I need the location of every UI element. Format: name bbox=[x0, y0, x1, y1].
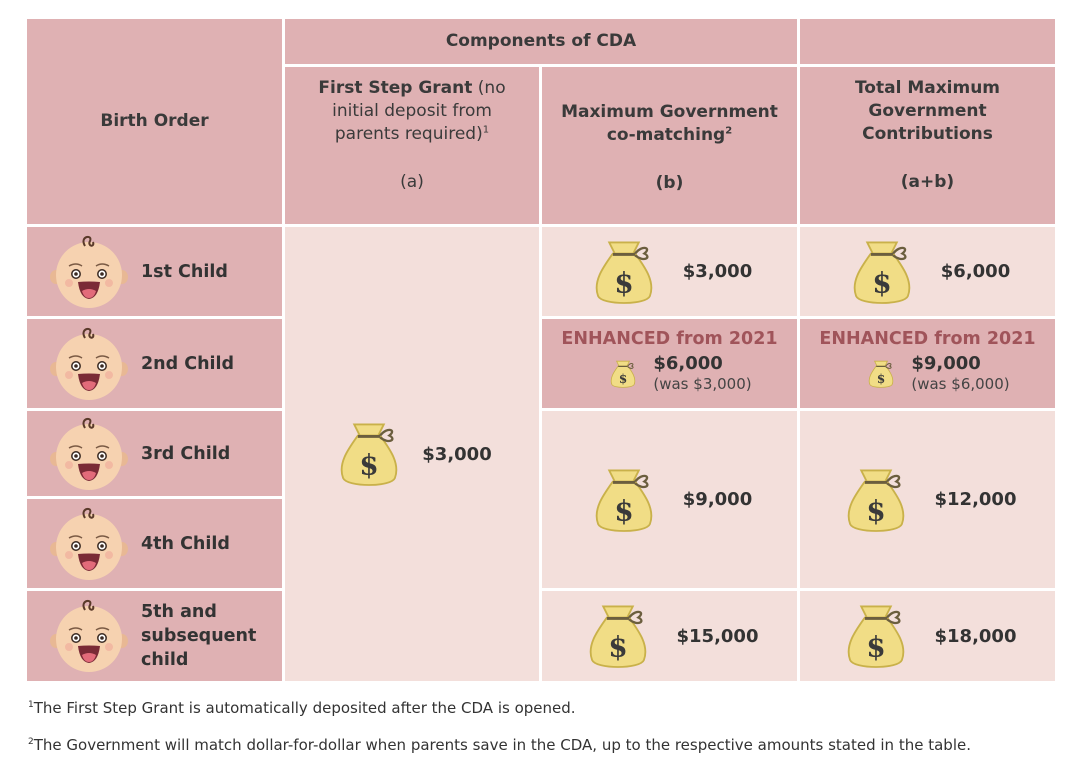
total-amount: $6,000 bbox=[940, 261, 1011, 282]
total-amount: $18,000 bbox=[934, 625, 1017, 647]
birth-order-header: Birth Order bbox=[27, 19, 282, 224]
total-3rd-4th: $12,000 bbox=[800, 411, 1055, 588]
money-bag-small-icon bbox=[865, 358, 897, 390]
total-1st: $6,000 bbox=[800, 227, 1055, 316]
first-step-grant-header: First Step Grant (no initial deposit fro… bbox=[285, 67, 539, 224]
child-label: 4th Child bbox=[141, 533, 230, 554]
baby-face-icon bbox=[49, 504, 129, 584]
money-bag-icon bbox=[332, 417, 406, 491]
co-matching-amount: $9,000 bbox=[682, 489, 753, 510]
previous-amount: (was $3,000) bbox=[653, 375, 752, 393]
co-matching-3rd-4th: $9,000 bbox=[542, 411, 797, 588]
first-step-grant-amount: $3,000 bbox=[422, 443, 492, 465]
child-label: 5th and subsequent child bbox=[141, 602, 257, 670]
total-amount: $9,000 bbox=[911, 353, 981, 374]
birth-order-label: Birth Order bbox=[100, 111, 209, 131]
row-5th-child: 5th and subsequent child bbox=[27, 591, 282, 681]
total-contributions-title: Total Maximum Government Contributions bbox=[854, 78, 1001, 144]
child-label: 3rd Child bbox=[141, 443, 231, 464]
baby-face-icon bbox=[49, 324, 129, 404]
co-matching-2nd: ENHANCED from 2021 $6,000 (was $3,000) bbox=[542, 319, 797, 408]
money-bag-small-icon bbox=[607, 358, 639, 390]
co-matching-amount: $3,000 bbox=[682, 261, 753, 282]
co-matching-title: Maximum Government co-matching2 bbox=[561, 102, 778, 145]
first-step-grant-title: First Step Grant (no initial deposit fro… bbox=[318, 78, 506, 144]
money-bag-icon bbox=[845, 235, 919, 309]
row-3rd-child: 3rd Child bbox=[27, 411, 282, 496]
col-a-key: (a) bbox=[400, 172, 424, 192]
empty-header-cell bbox=[800, 19, 1055, 64]
total-2nd: ENHANCED from 2021 $9,000 (was $6,000) bbox=[800, 319, 1055, 408]
row-2nd-child: 2nd Child bbox=[27, 319, 282, 408]
row-4th-child: 4th Child bbox=[27, 499, 282, 588]
enhanced-label: ENHANCED from 2021 bbox=[819, 329, 1036, 349]
previous-amount: (was $6,000) bbox=[911, 375, 1010, 393]
child-label: 1st Child bbox=[141, 261, 228, 282]
money-bag-icon bbox=[587, 235, 661, 309]
first-step-grant-cell: $3,000 bbox=[285, 227, 539, 681]
baby-face-icon bbox=[49, 596, 129, 676]
col-c-key: (a+b) bbox=[900, 172, 955, 192]
money-bag-icon bbox=[581, 599, 655, 673]
baby-face-icon bbox=[49, 414, 129, 494]
money-bag-icon bbox=[839, 599, 913, 673]
co-matching-amount: $6,000 bbox=[653, 353, 723, 374]
money-bag-icon bbox=[839, 463, 913, 537]
co-matching-5th: $15,000 bbox=[542, 591, 797, 681]
components-label: Components of CDA bbox=[445, 31, 637, 51]
row-1st-child: 1st Child bbox=[27, 227, 282, 316]
money-bag-icon bbox=[587, 463, 661, 537]
total-contributions-header: Total Maximum Government Contributions (… bbox=[800, 67, 1055, 224]
col-b-key: (b) bbox=[655, 173, 684, 193]
total-amount: $12,000 bbox=[934, 489, 1017, 510]
co-matching-1st: $3,000 bbox=[542, 227, 797, 316]
footnote-2: 2The Government will match dollar-for-do… bbox=[28, 736, 971, 754]
baby-face-icon bbox=[49, 232, 129, 312]
co-matching-amount: $15,000 bbox=[676, 625, 759, 647]
child-label: 2nd Child bbox=[141, 353, 235, 374]
components-header: Components of CDA bbox=[285, 19, 797, 64]
enhanced-label: ENHANCED from 2021 bbox=[561, 329, 778, 349]
total-5th: $18,000 bbox=[800, 591, 1055, 681]
co-matching-header: Maximum Government co-matching2 (b) bbox=[542, 67, 797, 224]
footnote-1: 1The First Step Grant is automatically d… bbox=[28, 699, 576, 717]
